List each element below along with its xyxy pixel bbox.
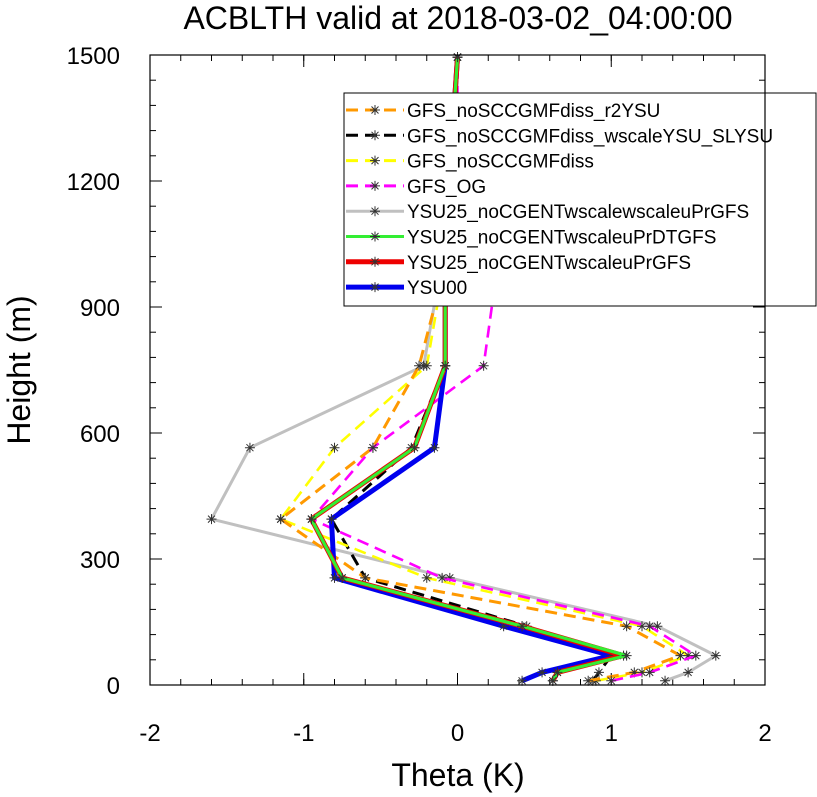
legend-label: YSU25_noCGENTwscaleuPrDTGFS — [407, 228, 716, 249]
series-marker — [329, 442, 340, 453]
series-marker — [652, 621, 663, 632]
series-marker — [637, 621, 647, 632]
x-tick-label: 1 — [605, 720, 618, 747]
series-marker — [517, 621, 528, 632]
x-tick-label: -2 — [139, 720, 160, 747]
legend: GFS_noSCCGMFdiss_r2YSU GFS_noSCCGMFdiss_w… — [343, 92, 817, 307]
series-marker — [537, 667, 548, 678]
series-marker — [478, 360, 489, 371]
series-marker — [621, 621, 632, 632]
y-tick-label: 1500 — [67, 43, 120, 70]
series-marker — [444, 572, 455, 583]
series-marker — [552, 667, 563, 678]
series-marker — [683, 667, 694, 678]
legend-box — [343, 92, 817, 307]
x-tick-label: 0 — [451, 720, 464, 747]
series-marker — [370, 155, 380, 166]
legend-label: GFS_noSCCGMFdiss_wscaleYSU_SLYSU — [407, 126, 773, 147]
series-marker — [606, 650, 617, 661]
y-tick-label: 0 — [107, 673, 120, 700]
x-axis-label: Theta (K) — [391, 757, 524, 793]
series-marker — [629, 667, 640, 678]
series-marker — [621, 650, 632, 661]
series-marker — [370, 256, 380, 267]
legend-item: YSU25_noCGENTwscaleuPrDTGFS — [346, 228, 716, 249]
series-marker — [637, 667, 647, 678]
legend-item: YSU25_noCGENTwscaleuPrGFS — [346, 253, 691, 274]
series-marker — [593, 667, 604, 678]
series-marker — [683, 650, 694, 661]
series-marker — [710, 650, 721, 661]
series-marker — [675, 650, 686, 661]
series-marker — [498, 621, 509, 632]
y-tick-label: 600 — [80, 421, 120, 448]
series-marker — [370, 231, 380, 242]
legend-item: GFS_noSCCGMFdiss_r2YSU — [346, 101, 660, 122]
series-marker — [440, 360, 451, 371]
series-marker — [360, 572, 371, 583]
series-marker — [644, 667, 655, 678]
series-marker — [690, 650, 701, 661]
series-marker — [326, 514, 337, 525]
legend-label: YSU25_noCGENTwscalewscaleuPrGFS — [407, 202, 749, 223]
y-tick-label: 1200 — [67, 169, 120, 196]
series-marker — [306, 514, 317, 525]
series-marker — [606, 675, 617, 686]
tick-labels: -2 -1 0 1 2 0 300 600 900 1200 1500 — [67, 43, 772, 747]
series-marker — [337, 572, 348, 583]
series-marker — [370, 206, 380, 217]
legend-item: GFS_OG — [346, 177, 486, 198]
series-marker — [370, 180, 380, 191]
legend-label: GFS_noSCCGMFdiss_r2YSU — [407, 101, 660, 122]
series-marker — [370, 105, 380, 115]
y-axis-label: Height (m) — [1, 295, 37, 444]
series-marker — [437, 572, 448, 583]
series-marker — [429, 442, 440, 453]
series-marker — [367, 442, 378, 453]
legend-label: GFS_OG — [407, 177, 486, 198]
series-marker — [421, 360, 432, 371]
series-marker — [583, 675, 594, 686]
chart-title: ACBLTH valid at 2018-03-02_04:00:00 — [183, 0, 732, 36]
series-marker — [414, 360, 425, 371]
series-marker — [547, 675, 558, 686]
series-marker — [517, 675, 528, 686]
x-tick-label: -1 — [293, 720, 314, 747]
series-marker — [244, 442, 255, 453]
series-marker — [370, 130, 380, 141]
series-marker — [275, 514, 286, 525]
legend-item: YSU00 — [346, 278, 467, 299]
series-marker — [370, 282, 380, 293]
y-tick-label: 900 — [80, 295, 120, 322]
series-marker — [409, 442, 420, 453]
series-marker — [206, 514, 217, 525]
series-marker — [452, 52, 463, 63]
legend-label: YSU25_noCGENTwscaleuPrGFS — [407, 253, 691, 274]
legend-item: GFS_noSCCGMFdiss — [346, 152, 594, 173]
series-marker — [660, 675, 671, 686]
series-marker — [329, 572, 340, 583]
legend-item: YSU25_noCGENTwscalewscaleuPrGFS — [346, 202, 749, 223]
legend-label: YSU00 — [407, 278, 467, 299]
x-tick-label: 2 — [758, 720, 771, 747]
y-tick-label: 300 — [80, 547, 120, 574]
legend-label: GFS_noSCCGMFdiss — [407, 152, 594, 173]
series-marker — [421, 572, 432, 583]
legend-item: GFS_noSCCGMFdiss_wscaleYSU_SLYSU — [346, 126, 773, 147]
plot-frame — [149, 54, 766, 686]
series-marker — [644, 621, 655, 632]
